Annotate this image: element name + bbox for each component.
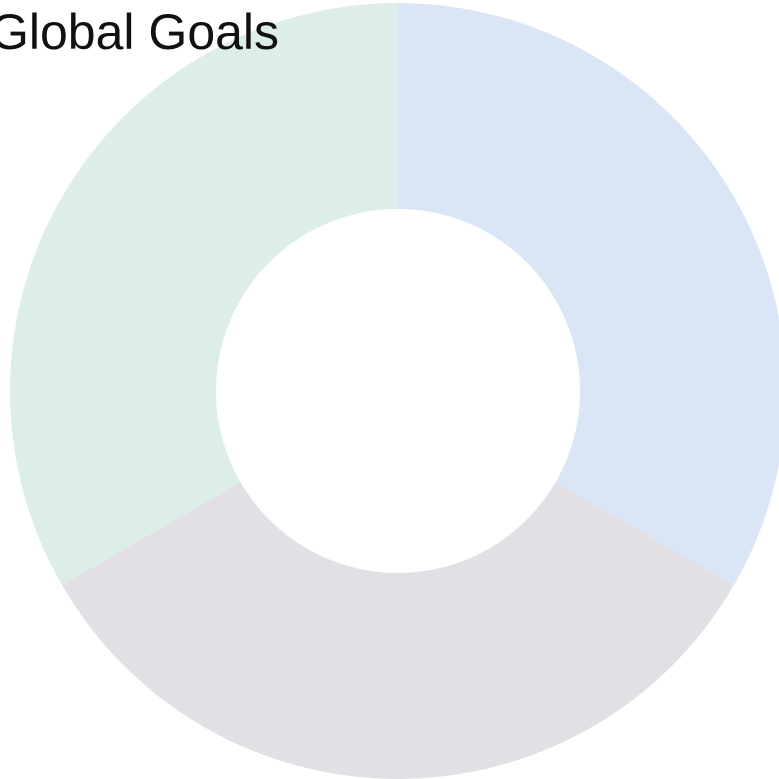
donut-slice-2	[61, 482, 735, 779]
donut-slice-3	[10, 3, 399, 585]
chart-title: Global Goals	[0, 4, 280, 60]
donut-slice-1	[398, 3, 779, 585]
